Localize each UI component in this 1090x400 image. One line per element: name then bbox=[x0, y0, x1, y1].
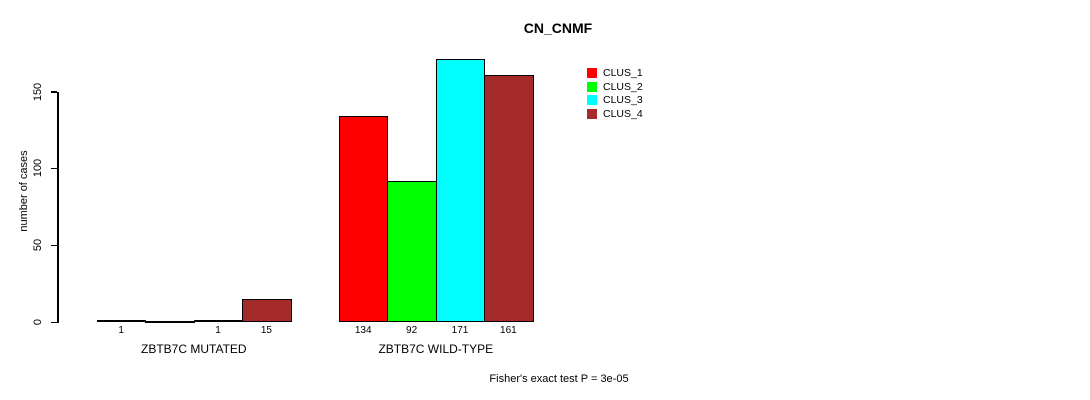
legend-item-clus_3: CLUS_3 bbox=[587, 93, 643, 107]
y-tick-label: 0 bbox=[32, 318, 44, 326]
bar-clus_1-group2 bbox=[339, 116, 389, 322]
y-axis-line bbox=[57, 91, 59, 323]
legend-swatch-clus_3 bbox=[587, 95, 597, 106]
bar-clus_3-group2 bbox=[435, 59, 486, 322]
bar-clus_1-group1 bbox=[97, 320, 147, 322]
bar-clus_4-group1 bbox=[242, 299, 292, 322]
bar-clus_2-group2 bbox=[387, 181, 437, 322]
bar-value-label: 92 bbox=[406, 324, 418, 336]
bar-value-label: 134 bbox=[354, 324, 372, 336]
y-tick-label: 100 bbox=[32, 159, 44, 178]
y-axis-label: number of cases bbox=[18, 150, 30, 232]
bar-value-label: 1 bbox=[215, 324, 221, 336]
legend-label: CLUS_3 bbox=[603, 94, 643, 107]
legend-label: CLUS_2 bbox=[603, 80, 643, 93]
legend-swatch-clus_2 bbox=[587, 81, 597, 92]
category-label: ZBTB7C WILD-TYPE bbox=[378, 342, 494, 356]
y-tick-mark bbox=[51, 167, 57, 170]
bar-value-label: 171 bbox=[451, 324, 469, 336]
bar-value-label: 15 bbox=[260, 324, 272, 336]
y-tick-mark bbox=[51, 91, 57, 93]
legend-swatch-clus_1 bbox=[587, 67, 597, 78]
bar-clus_3-group1 bbox=[193, 320, 244, 322]
bar-clus_2-group1 bbox=[145, 321, 195, 323]
y-tick-label: 150 bbox=[32, 82, 44, 101]
legend-swatch-clus_4 bbox=[587, 108, 597, 119]
legend-item-clus_2: CLUS_2 bbox=[587, 80, 643, 94]
legend-label: CLUS_4 bbox=[603, 107, 643, 120]
y-tick-label: 50 bbox=[32, 239, 44, 252]
legend-item-clus_4: CLUS_4 bbox=[587, 107, 643, 121]
bar-value-label: 161 bbox=[500, 324, 517, 336]
bar-value-label: 1 bbox=[118, 324, 124, 336]
chart-title: CN_CNMF bbox=[523, 20, 593, 36]
y-tick-mark bbox=[51, 321, 57, 323]
fisher-test-note: Fisher's exact test P = 3e-05 bbox=[489, 373, 629, 385]
legend: CLUS_1 CLUS_2 CLUS_3 CLUS_4 bbox=[587, 66, 643, 121]
legend-item-clus_1: CLUS_1 bbox=[587, 66, 643, 80]
legend-label: CLUS_1 bbox=[603, 66, 643, 79]
bar-clus_4-group2 bbox=[484, 75, 534, 322]
category-label: ZBTB7C MUTATED bbox=[141, 342, 247, 356]
y-tick-mark bbox=[51, 244, 57, 247]
